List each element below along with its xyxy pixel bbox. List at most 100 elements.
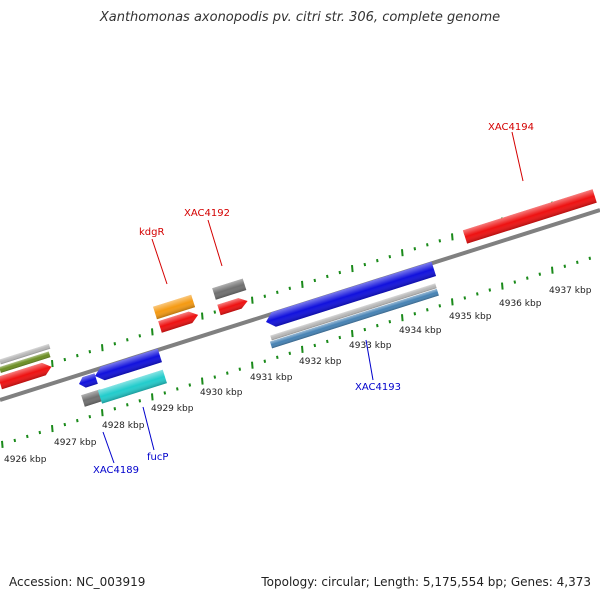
- reverse-tick: [76, 418, 79, 423]
- reverse-tick: [576, 260, 579, 264]
- gene-feature-fucp: [97, 369, 167, 404]
- reverse-tick: [126, 403, 129, 407]
- tick-label: 4928 kbp: [102, 421, 145, 431]
- reverse-tick: [588, 256, 592, 261]
- gene-label-xac4194[interactable]: XAC4194: [488, 122, 534, 133]
- reverse-tick: [176, 387, 179, 391]
- gene-feature-silver-shade: [270, 283, 437, 341]
- reverse-tick: [488, 288, 492, 292]
- reverse-tick: [401, 314, 404, 322]
- forward-tick: [401, 249, 404, 257]
- gene-label-xac4193[interactable]: XAC4193: [355, 382, 401, 393]
- gene-feature-gray-shade: [212, 278, 247, 300]
- reverse-tick: [301, 345, 304, 353]
- reverse-tick: [213, 375, 217, 379]
- gene-feature-kdgr-shade: [153, 294, 196, 320]
- map-title: Xanthomonas axonopodis pv. citri str. 30…: [99, 10, 501, 25]
- forward-tick: [313, 278, 317, 283]
- genome-summary-text: Topology: circular; Length: 5,175,554 bp…: [261, 575, 591, 589]
- reverse-tick: [38, 430, 42, 435]
- reverse-tick: [88, 414, 92, 419]
- forward-tick: [338, 270, 342, 275]
- gene-feature-silver-shade: [0, 343, 51, 365]
- gene-feature-red: [0, 362, 52, 390]
- reverse-tick: [188, 383, 192, 387]
- reverse-tick: [438, 304, 442, 308]
- gene-feature-red: [158, 311, 199, 333]
- gene-feature-xac4189: [81, 389, 104, 407]
- reverse-tick: [376, 323, 379, 328]
- gene-label-kdgr[interactable]: kdgR: [139, 227, 164, 238]
- gene-feature-xac4192: [217, 298, 248, 316]
- gene-feature-gray: [212, 278, 247, 300]
- reverse-tick: [538, 272, 542, 276]
- callout-line: [151, 238, 168, 285]
- callout-line: [511, 131, 524, 182]
- forward-tick: [388, 254, 392, 259]
- gene-label-xac4192[interactable]: XAC4192: [184, 208, 230, 219]
- tick-label: 4930 kbp: [200, 388, 243, 398]
- reverse-tick: [113, 407, 117, 411]
- forward-tick: [201, 312, 204, 320]
- reverse-tick: [101, 409, 104, 417]
- forward-tick: [426, 243, 429, 247]
- forward-tick: [138, 334, 142, 338]
- tick-label: 4932 kbp: [299, 357, 342, 367]
- forward-tick: [213, 310, 217, 314]
- gene-feature-olive: [0, 351, 51, 373]
- forward-tick: [288, 286, 292, 291]
- reverse-tick: [201, 377, 204, 385]
- reverse-tick: [251, 361, 254, 369]
- reverse-tick: [26, 434, 29, 439]
- forward-tick: [326, 274, 329, 279]
- gene-feature-blue: [95, 348, 162, 381]
- reverse-tick: [563, 264, 567, 268]
- gene-label-fucp[interactable]: fucP: [147, 452, 168, 463]
- gene-callouts: XAC4194 XAC4192 kdgR XAC4193 fucP XAC418…: [93, 122, 534, 476]
- reverse-tick: [476, 292, 479, 296]
- gene-feature-xac4194: [462, 189, 597, 244]
- tick-labels: 4926 kbp 4927 kbp 4928 kbp 4929 kbp 4930…: [4, 286, 592, 465]
- gene-feature-xac4192-shade: [217, 298, 248, 316]
- reverse-tick: [338, 335, 342, 340]
- forward-tick: [301, 280, 304, 288]
- forward-tick: [51, 359, 54, 368]
- reverse-tick: [513, 280, 517, 284]
- forward-tick: [413, 247, 417, 251]
- gene-feature-silver: [0, 343, 51, 365]
- tick-label: 4929 kbp: [151, 404, 194, 414]
- tick-label: 4935 kbp: [449, 312, 492, 322]
- forward-tick: [276, 290, 279, 294]
- reverse-tick: [463, 296, 467, 300]
- reverse-tick: [526, 276, 529, 280]
- gene-feature-olive-shade: [0, 351, 51, 373]
- reverse-tick: [1, 440, 4, 448]
- reverse-tick: [426, 308, 429, 312]
- tick-label: 4926 kbp: [4, 455, 47, 465]
- gene-feature-xac4193-shade: [269, 288, 439, 349]
- forward-tick: [263, 294, 267, 298]
- reverse-tick: [313, 343, 317, 348]
- gene-feature-blue-shade: [79, 373, 98, 388]
- gene-feature-blue-shade: [95, 348, 162, 381]
- tick-label: 4933 kbp: [349, 341, 392, 351]
- forward-tick: [126, 338, 129, 342]
- gene-feature-blue-shade: [266, 261, 437, 327]
- forward-tick: [101, 344, 104, 352]
- reverse-tick: [501, 282, 504, 290]
- reverse-tick: [326, 339, 329, 344]
- callout-line: [142, 406, 155, 451]
- gene-feature-xac4194-shade: [462, 189, 597, 244]
- reverse-tick: [226, 371, 229, 375]
- gene-feature-blue: [266, 261, 437, 327]
- forward-tick: [63, 357, 67, 362]
- gene-label-xac4189[interactable]: XAC4189: [93, 465, 139, 476]
- reverse-tick: [138, 399, 142, 403]
- gene-feature-xac4193: [269, 288, 439, 349]
- reverse-tick: [13, 438, 17, 443]
- callout-line: [365, 339, 374, 381]
- gene-feature-xac4189-shade: [81, 389, 104, 407]
- forward-tick: [251, 296, 254, 304]
- reverse-tick: [413, 312, 417, 316]
